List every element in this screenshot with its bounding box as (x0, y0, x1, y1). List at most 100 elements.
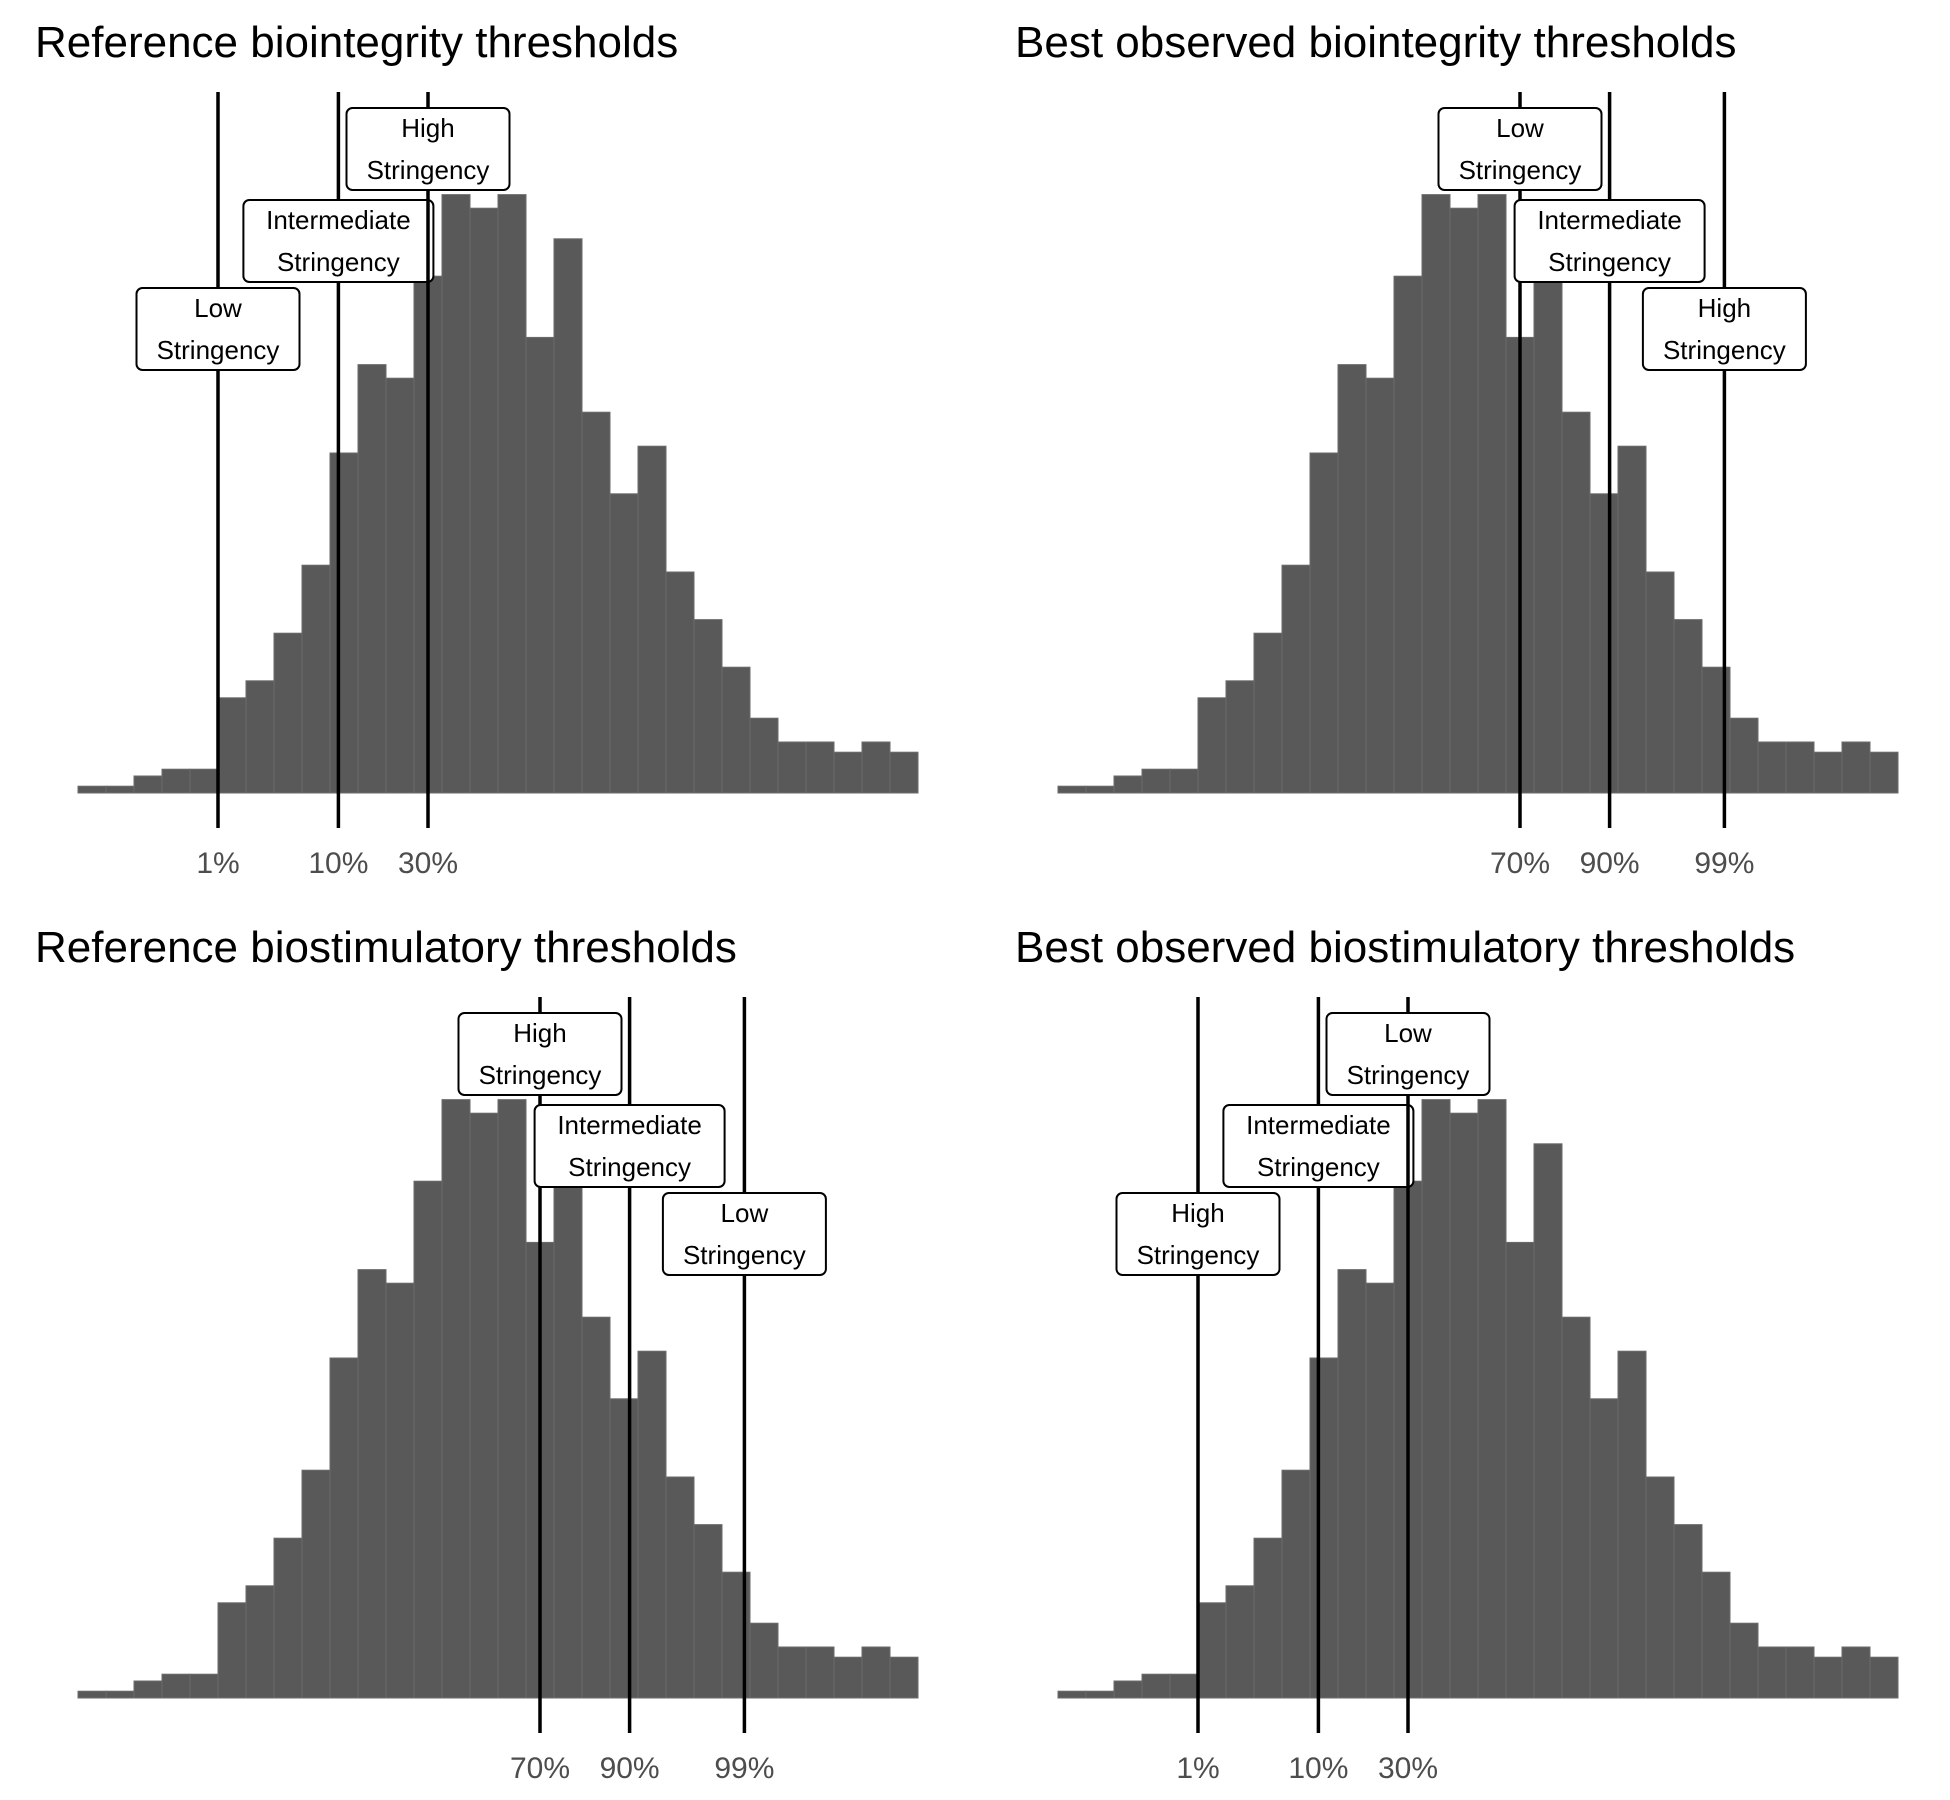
histogram-bar (581, 411, 611, 794)
histogram-bar (581, 1316, 611, 1699)
label-box-frame (135, 287, 301, 371)
label-box-line-1: Intermediate (1537, 205, 1682, 235)
histogram-bar (1253, 1537, 1283, 1699)
histogram-bar (1645, 1476, 1675, 1699)
label-box-line-1: High (1698, 293, 1751, 323)
label-box-line-2: Stringency (1347, 1060, 1470, 1090)
label-box-line-2: Stringency (479, 1060, 602, 1090)
label-box-line-2: Stringency (367, 155, 490, 185)
histogram-bar (861, 1646, 891, 1699)
histogram-bar (1393, 275, 1423, 794)
panel-title: Reference biointegrity thresholds (35, 18, 678, 67)
histogram-bar (1141, 768, 1171, 794)
histogram-bar (1309, 1357, 1339, 1699)
label-box-line-2: Stringency (683, 1240, 806, 1270)
threshold-label-box: Intermediate Stringency (1222, 1104, 1415, 1188)
label-box-line-2: Stringency (1459, 155, 1582, 185)
histogram-bar (1057, 785, 1087, 794)
label-box-line-2: Stringency (277, 247, 400, 277)
label-box-frame (1325, 1012, 1491, 1096)
x-axis: 70% 90% 99% (1490, 847, 1754, 880)
histogram-bar (1477, 1099, 1507, 1699)
histogram-bar (273, 632, 303, 794)
histogram-bar (1673, 619, 1703, 794)
x-tick-label: 99% (1694, 847, 1754, 880)
label-box-frame (1115, 1192, 1281, 1276)
histogram-bar (217, 1602, 247, 1699)
histogram-bar (1365, 1282, 1395, 1699)
x-tick-label: 70% (1490, 847, 1550, 880)
x-axis: 1% 10% 30% (196, 847, 458, 880)
histogram-bar (1869, 751, 1899, 794)
histogram-bar (441, 194, 471, 794)
histogram-bar (833, 1656, 863, 1699)
label-box-line-1: Intermediate (1246, 1110, 1391, 1140)
threshold-label-box: Low Stringency (661, 1192, 827, 1276)
histogram-bar (1085, 785, 1115, 794)
label-box-line-2: Stringency (1137, 1240, 1260, 1270)
histogram-bar (1785, 1646, 1815, 1699)
histogram-bar (777, 1646, 807, 1699)
label-box-line-1: Low (1384, 1018, 1432, 1048)
label-box-frame (345, 107, 511, 191)
histogram-bar (1813, 1656, 1843, 1699)
x-tick-label: 1% (196, 847, 239, 880)
threshold-markers: High Stringency Intermediate Stringency Low S… (457, 997, 827, 1733)
label-box-line-1: Low (1496, 113, 1544, 143)
histogram-bar (1141, 1673, 1171, 1699)
label-box-line-1: High (513, 1018, 566, 1048)
histogram-bar (1589, 493, 1619, 794)
label-box-frame (1222, 1104, 1415, 1188)
label-box-line-1: Low (194, 293, 242, 323)
histogram-bars (77, 1099, 919, 1699)
histogram-bar (329, 452, 359, 794)
label-box-frame (1437, 107, 1603, 191)
threshold-label-box: Low Stringency (1325, 1012, 1491, 1096)
histogram-bar (1729, 1622, 1759, 1699)
histogram-bar (1785, 741, 1815, 794)
x-tick-label: 1% (1176, 1752, 1219, 1785)
histogram-bar (357, 1269, 387, 1699)
label-box-line-1: Intermediate (557, 1110, 702, 1140)
histogram-bar (189, 1673, 219, 1699)
histogram-bar (1449, 207, 1479, 794)
histogram-bar (1169, 1673, 1199, 1699)
threshold-label-box: High Stringency (457, 1012, 623, 1096)
histogram-bar (161, 768, 191, 794)
threshold-markers: Low Stringency Intermediate Stringency High S… (135, 92, 511, 828)
histogram-bar (1533, 1143, 1563, 1699)
histogram-bar (217, 697, 247, 794)
histogram-bar (1309, 452, 1339, 794)
label-box-line-1: High (1171, 1198, 1224, 1228)
histogram-bars (1057, 1099, 1899, 1699)
histogram-bar (133, 775, 163, 794)
label-box-frame (242, 199, 435, 283)
histogram-bar (1449, 1112, 1479, 1699)
threshold-label-box: High Stringency (1641, 287, 1807, 371)
histogram-bar (1197, 697, 1227, 794)
histogram-bar (1869, 1656, 1899, 1699)
histogram-bar (609, 493, 639, 794)
x-tick-label: 10% (1288, 1752, 1348, 1785)
histogram-bar (805, 1646, 835, 1699)
histogram-bar (889, 1656, 919, 1699)
histogram-bar (273, 1537, 303, 1699)
threshold-label-box: Low Stringency (1437, 107, 1603, 191)
histogram-bar (1617, 445, 1647, 794)
histogram-bar (105, 1690, 135, 1699)
threshold-label-box: High Stringency (1115, 1192, 1281, 1276)
histogram-bar (133, 1680, 163, 1699)
histogram-bar (189, 768, 219, 794)
histogram-bar (1505, 1241, 1535, 1699)
histogram-bar (721, 666, 751, 794)
label-box-frame (457, 1012, 623, 1096)
histogram-bar (413, 1180, 443, 1699)
histogram-bar (861, 741, 891, 794)
label-box-line-1: Intermediate (266, 205, 411, 235)
histogram-bar (497, 1099, 527, 1699)
histogram-bar (805, 741, 835, 794)
x-axis: 1% 10% 30% (1176, 1752, 1438, 1785)
histogram-bar (1337, 1269, 1367, 1699)
histogram-bar (1701, 1571, 1731, 1699)
histogram-bar (1225, 1585, 1255, 1699)
